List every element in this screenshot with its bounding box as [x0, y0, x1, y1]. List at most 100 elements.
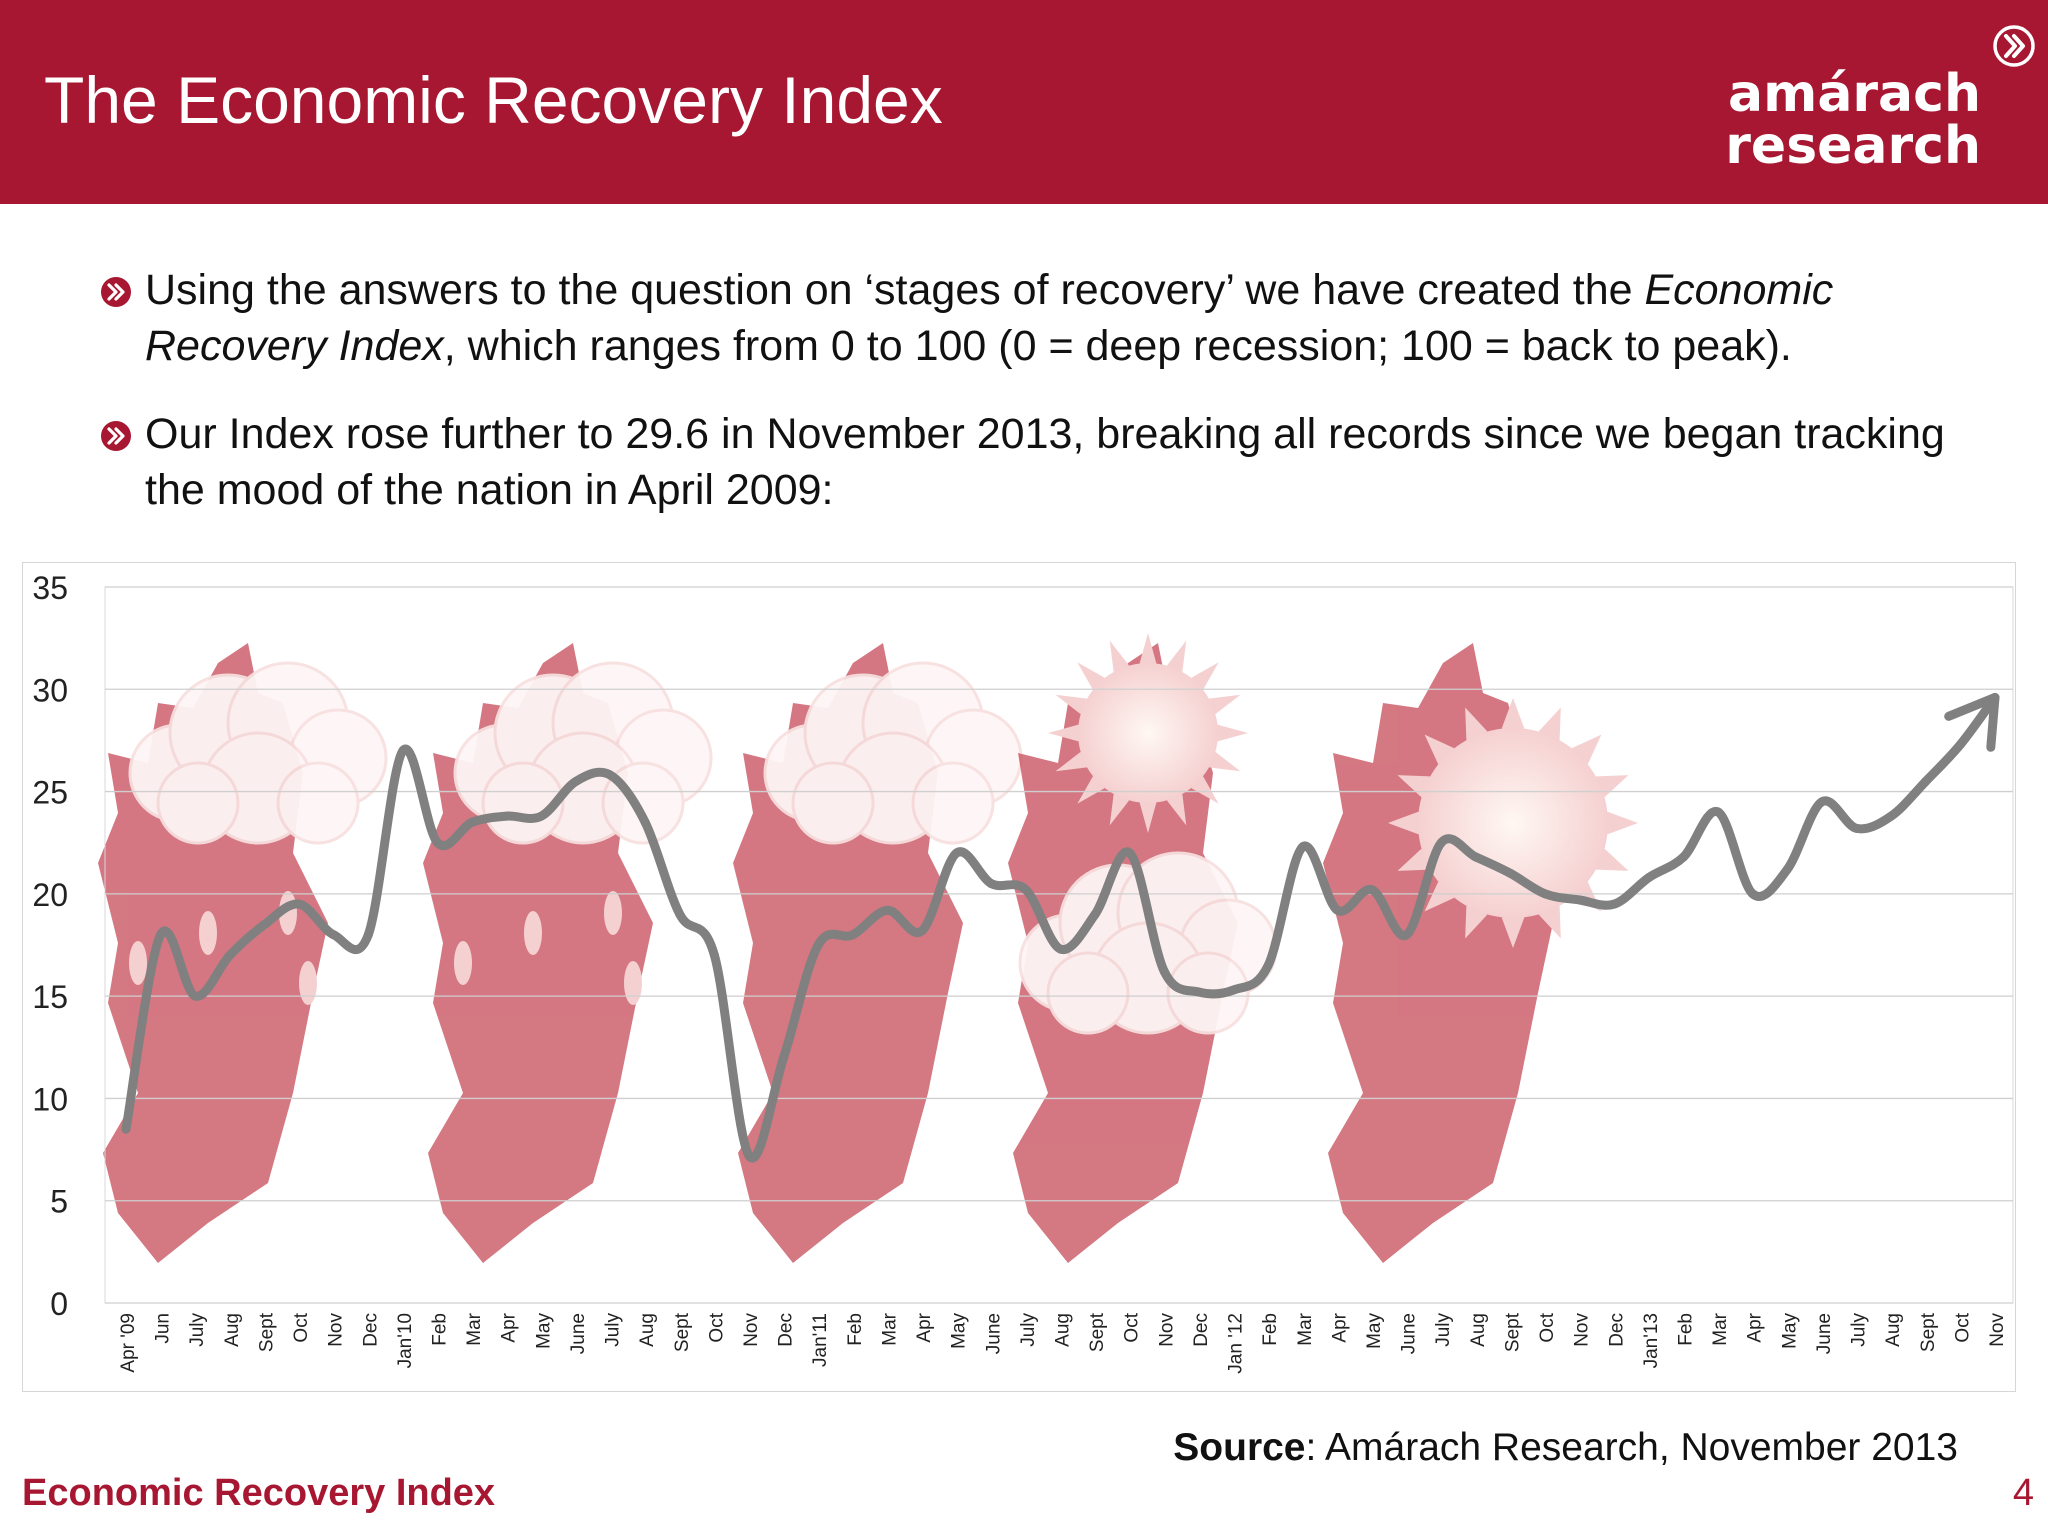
data-point	[259, 920, 269, 930]
x-tick-label: Sept	[672, 1312, 693, 1352]
data-point	[1402, 930, 1412, 940]
x-tick-label: Apr	[1329, 1312, 1350, 1342]
data-point	[1263, 960, 1273, 970]
recovery-index-chart: 0 5 10 15 20 25 30 35 Apr '09 Jun July Aug Sept Oct N…	[22, 562, 2016, 1392]
source-note: Source: Amárach Research, November 2013	[1173, 1426, 1958, 1470]
y-tick-label: 25	[32, 775, 68, 811]
x-tick-label: Mar	[879, 1312, 900, 1345]
x-tick-label: May	[1779, 1313, 1800, 1349]
data-point	[1644, 872, 1654, 882]
page-title: The Economic Recovery Index	[44, 63, 943, 137]
x-tick-label: Feb	[430, 1313, 451, 1346]
data-point	[1505, 868, 1515, 878]
x-tick-label: Feb	[1260, 1313, 1281, 1346]
bullet-1-text-b: , which ranges from 0 to 100 (0 = deep r…	[443, 322, 1792, 370]
x-tick-label: July	[1433, 1313, 1454, 1347]
x-tick-label: June	[1399, 1313, 1420, 1354]
data-point	[1609, 899, 1619, 909]
data-point	[536, 811, 546, 821]
x-tick-label: Feb	[845, 1313, 866, 1346]
x-tick-label: Mar	[1710, 1312, 1731, 1345]
x-tick-label: Mar	[464, 1312, 485, 1345]
data-point	[917, 926, 927, 936]
y-tick-label: 5	[50, 1184, 68, 1220]
data-point	[640, 817, 650, 827]
data-point	[1955, 740, 1965, 750]
x-tick-label: May	[1364, 1313, 1385, 1349]
x-tick-label: May	[949, 1313, 970, 1349]
y-tick-label: 30	[32, 672, 68, 708]
chevron-bullet-icon	[101, 277, 131, 307]
data-point	[363, 930, 373, 940]
y-tick-label: 0	[50, 1286, 68, 1322]
x-tick-label: Apr '09	[118, 1313, 139, 1373]
data-point	[1817, 797, 1827, 807]
brand-logo: amárach research	[1725, 24, 2036, 174]
page-number: 4	[2012, 1472, 2034, 1514]
data-point	[1713, 807, 1723, 817]
x-tick-label: Aug	[637, 1313, 658, 1347]
x-tick-label: Nov	[1987, 1313, 2008, 1347]
x-tick-label: Oct	[706, 1312, 727, 1342]
x-tick-label: Apr	[914, 1312, 935, 1342]
x-tick-label: Aug	[222, 1313, 243, 1347]
x-tick-label: Sept	[1918, 1312, 1939, 1352]
x-tick-label: Aug	[1053, 1313, 1074, 1347]
data-point	[329, 930, 339, 940]
bullet-1-text-italic: Economic Recovery Index	[145, 266, 1834, 370]
data-point	[121, 1124, 131, 1134]
x-tick-label: June	[1814, 1313, 1835, 1354]
map-cloud-icon	[733, 643, 1023, 1263]
end-arrow-icon	[1944, 692, 2000, 752]
bullet-1-text-a: Using the answers to the question on ‘st…	[145, 266, 1645, 314]
x-tick-label: July	[1018, 1313, 1039, 1347]
data-point	[675, 909, 685, 919]
x-tick-label: Sept	[1502, 1312, 1523, 1352]
data-point	[225, 950, 235, 960]
x-tick-label: Aug	[1883, 1313, 1904, 1347]
x-tick-label: Nov	[326, 1313, 347, 1347]
x-tick-label: Oct	[1537, 1312, 1558, 1342]
x-tick-label: Nov	[1572, 1313, 1593, 1347]
bullet-2-text: Our Index rose further to 29.6 in Novemb…	[145, 410, 1945, 514]
data-point	[190, 991, 200, 1001]
data-point	[848, 930, 858, 940]
x-tick-label: July	[187, 1313, 208, 1347]
bullet-item-2: Our Index rose further to 29.6 in Novemb…	[100, 406, 2000, 518]
data-point	[398, 746, 408, 756]
y-tick-label: 10	[32, 1081, 68, 1117]
x-tick-label: Sept	[1087, 1312, 1108, 1352]
data-point	[1471, 852, 1481, 862]
logo-line-2: research	[1725, 116, 1981, 176]
data-point	[1852, 823, 1862, 833]
chevron-circle-icon	[1993, 25, 2035, 67]
data-point	[1159, 967, 1169, 977]
x-tick-label: Mar	[1295, 1312, 1316, 1345]
map-sun-icon	[1323, 643, 1638, 1263]
data-point	[1298, 842, 1308, 852]
x-tick-label: Dec	[1191, 1313, 1212, 1347]
x-tick-label: Dec	[776, 1313, 797, 1347]
data-point	[1436, 838, 1446, 848]
bullet-item-1: Using the answers to the question on ‘st…	[100, 262, 2000, 374]
map-sun-cloud-icon	[1008, 633, 1278, 1263]
x-tick-label: Nov	[741, 1313, 762, 1347]
x-tick-label: Nov	[1156, 1313, 1177, 1347]
map-rain-cloud-icon	[98, 643, 388, 1263]
x-tick-label: Feb	[1676, 1313, 1697, 1346]
source-label: Source	[1173, 1426, 1306, 1469]
y-tick-label: 35	[32, 570, 68, 606]
data-point	[1748, 889, 1758, 899]
data-point	[709, 950, 719, 960]
chevron-bullet-icon	[101, 421, 131, 451]
data-point	[571, 776, 581, 786]
logo-line-1: amárach	[1728, 64, 1981, 124]
data-point	[1125, 848, 1135, 858]
data-point	[1921, 776, 1931, 786]
data-point	[779, 1053, 789, 1063]
data-point	[1540, 889, 1550, 899]
x-tick-label: Aug	[1468, 1313, 1489, 1347]
x-tick-label: May	[533, 1313, 554, 1349]
data-point	[813, 940, 823, 950]
data-point	[1367, 885, 1377, 895]
